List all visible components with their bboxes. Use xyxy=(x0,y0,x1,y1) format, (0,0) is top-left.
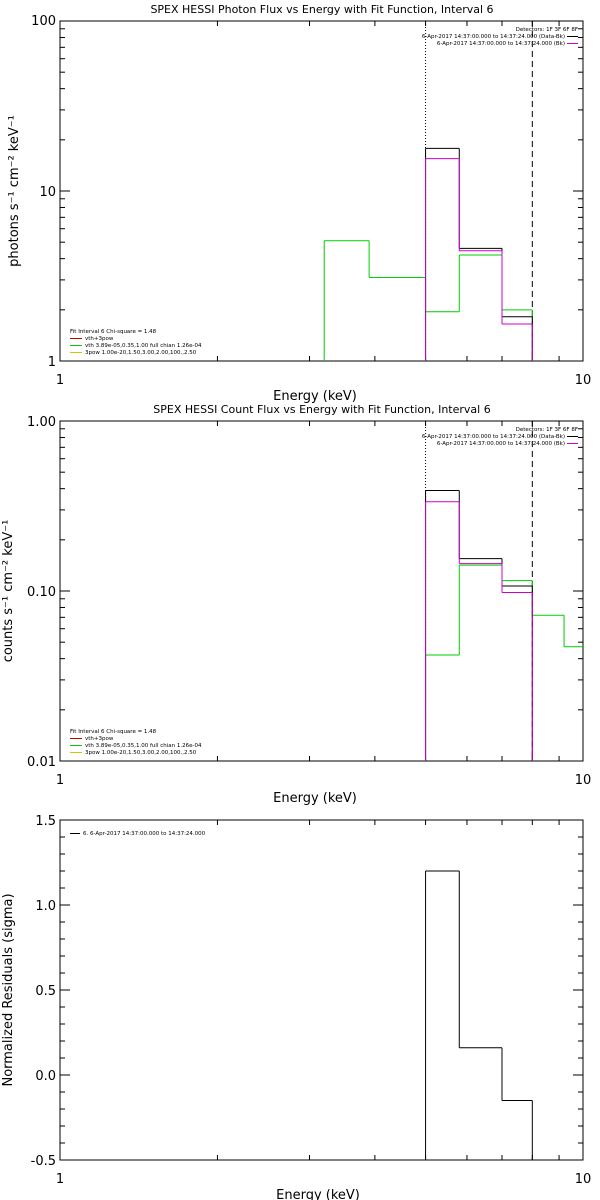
count-fit-interval-text: Fit Interval 6 Chi-square = 1.48 xyxy=(70,729,157,735)
count-xaxis-label: Energy (keV) xyxy=(273,791,357,806)
count-fit-vth-text: vth 3.89e-05,0.35,1.00 full chian 1.26e-… xyxy=(85,743,202,749)
count-detector-legend: Detectors: 1F 3F 6F 8F 6-Apr-2017 14:37:… xyxy=(422,427,578,447)
photon-ytick-1: 1 xyxy=(48,355,56,370)
photon-fit-model-text: vth+3pow xyxy=(85,336,114,342)
photon-tick-marks xyxy=(59,20,584,362)
residuals-xaxis-label: Energy (keV) xyxy=(276,1188,360,1200)
count-ytick-1.00: 1.00 xyxy=(27,415,56,430)
photon-fit-3pow-text: 3pow 1.00e-20,1.50,3.00,2.00,100.,2.50 xyxy=(85,350,197,356)
residuals-legend: 6. 6-Apr-2017 14:37:00.000 to 14:37:24.0… xyxy=(70,831,206,837)
count-plot-frame xyxy=(59,420,584,762)
residuals-panel: 1.5 1.0 0.5 0.0 -0.5 1 10 Energy (keV) N… xyxy=(1,814,591,1200)
photon-chart-title: SPEX HESSI Photon Flux vs Energy with Fi… xyxy=(150,3,493,16)
residuals-yaxis-label: Normalized Residuals (sigma) xyxy=(1,893,16,1086)
photon-series-2 xyxy=(425,158,533,361)
count-xtick-10: 10 xyxy=(575,773,592,788)
photon-xtick-10: 10 xyxy=(575,373,592,388)
residuals-series-0 xyxy=(425,870,533,1160)
photon-xaxis-label: Energy (keV) xyxy=(273,389,357,404)
count-flux-panel: SPEX HESSI Count Flux vs Energy with Fit… xyxy=(1,403,591,806)
count-fit-info: Fit Interval 6 Chi-square = 1.48 vth+3po… xyxy=(70,729,202,756)
count-fit-model-text: vth+3pow xyxy=(85,736,114,742)
count-ytick-0.01: 0.01 xyxy=(27,755,56,770)
count-ytick-0.10: 0.10 xyxy=(27,585,56,600)
count-fit-3pow-text: 3pow 1.00e-20,1.50,3.00,2.00,100.,2.50 xyxy=(85,750,197,756)
photon-yaxis-label: photons s⁻¹ cm⁻² keV⁻¹ xyxy=(7,115,22,267)
residuals-tick-marks xyxy=(59,819,584,1161)
residuals-ytick-1.0: 1.0 xyxy=(35,899,56,914)
count-series-2 xyxy=(425,501,533,761)
count-series-1 xyxy=(425,490,533,761)
count-legend-data-bk: 6-Apr-2017 14:37:00.000 to 14:37:24.000 … xyxy=(422,434,565,440)
photon-series-0 xyxy=(323,240,533,361)
photon-fit-info: Fit Interval 6 Chi-square = 1.48 vth+3po… xyxy=(70,329,202,356)
count-series-0 xyxy=(425,564,583,761)
count-legend-bk: 6-Apr-2017 14:37:00.000 to 14:37:24.000 … xyxy=(437,441,565,447)
photon-fit-interval-text: Fit Interval 6 Chi-square = 1.48 xyxy=(70,329,157,335)
photon-legend-data-bk: 6-Apr-2017 14:37:00.000 to 14:37:24.000 … xyxy=(422,34,565,40)
count-xtick-1: 1 xyxy=(56,773,64,788)
residuals-series-marks xyxy=(425,870,533,1160)
photon-detectors-text: Detectors: 1F 3F 6F 8F xyxy=(516,27,578,33)
photon-detector-legend: Detectors: 1F 3F 6F 8F 6-Apr-2017 14:37:… xyxy=(422,27,578,47)
count-series-marks xyxy=(425,421,583,761)
residuals-ytick-0.0: 0.0 xyxy=(35,1069,56,1084)
count-chart-title: SPEX HESSI Count Flux vs Energy with Fit… xyxy=(153,403,490,416)
residuals-ytick-0.5: 0.5 xyxy=(35,984,56,999)
residuals-ytick-neg0.5: -0.5 xyxy=(31,1154,56,1169)
photon-legend-bk: 6-Apr-2017 14:37:00.000 to 14:37:24.000 … xyxy=(437,41,565,47)
residuals-legend-text: 6. 6-Apr-2017 14:37:00.000 to 14:37:24.0… xyxy=(83,831,206,837)
residuals-xtick-10: 10 xyxy=(575,1172,592,1187)
photon-xtick-1: 1 xyxy=(56,373,64,388)
residuals-plot-frame xyxy=(59,819,584,1161)
photon-ytick-10: 10 xyxy=(39,185,56,200)
photon-ytick-100: 100 xyxy=(31,14,56,29)
residuals-xtick-1: 1 xyxy=(56,1172,64,1187)
photon-fit-vth-text: vth 3.89e-05,0.35,1.00 full chian 1.26e-… xyxy=(85,343,202,349)
count-yaxis-label: counts s⁻¹ cm⁻² keV⁻¹ xyxy=(1,520,16,663)
photon-series-marks xyxy=(323,21,533,361)
residuals-ytick-1.5: 1.5 xyxy=(35,814,56,829)
photon-flux-panel: SPEX HESSI Photon Flux vs Energy with Fi… xyxy=(7,3,591,404)
count-detectors-text: Detectors: 1F 3F 6F 8F xyxy=(516,427,578,433)
count-tick-marks xyxy=(59,420,584,762)
